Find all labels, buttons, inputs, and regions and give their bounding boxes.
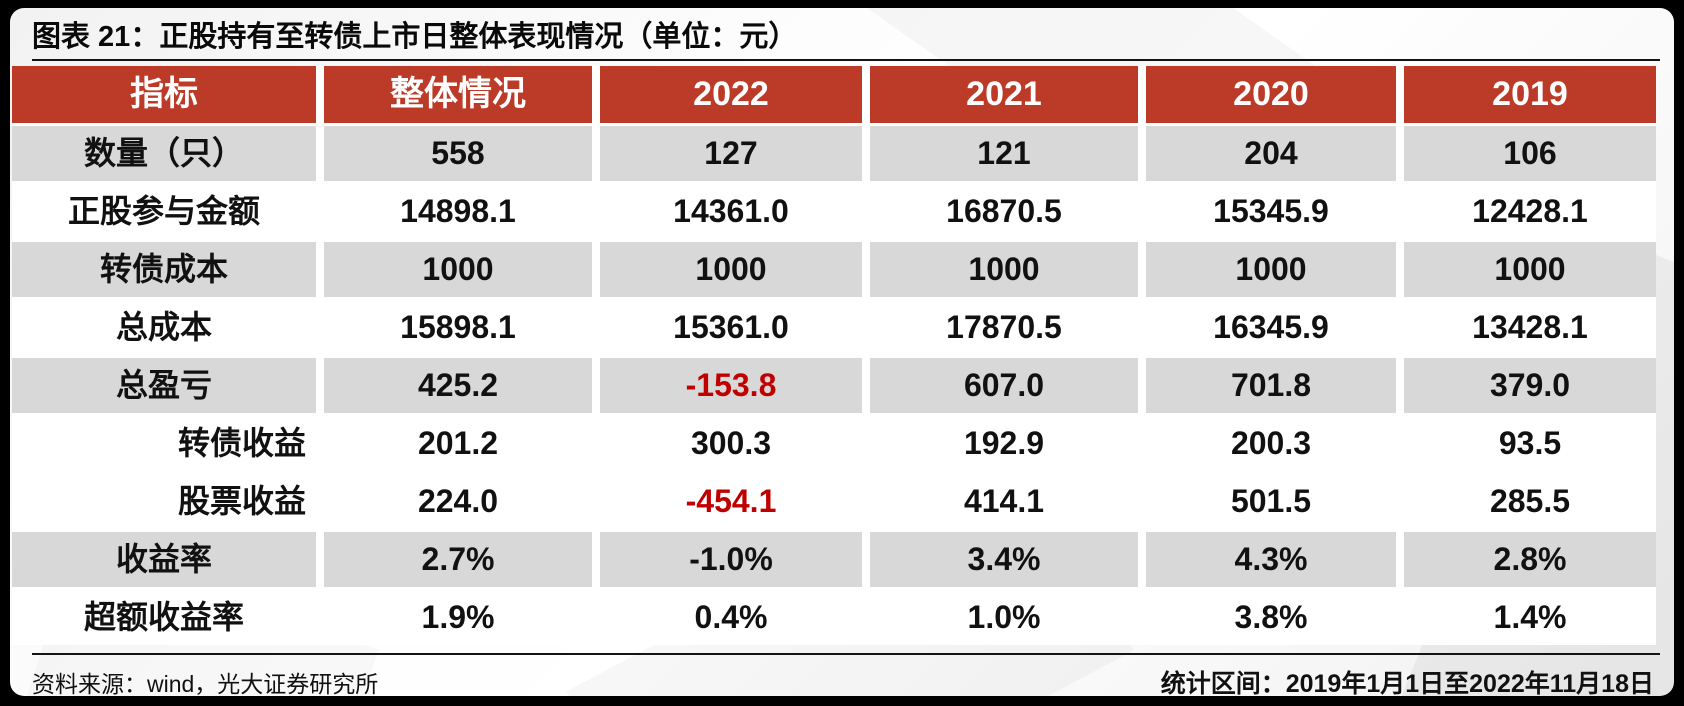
cell-return-rate-2020: 4.3% <box>1146 532 1396 587</box>
cell-return-rate-overall: 2.7% <box>324 532 592 587</box>
table-row-stock-participation: 正股参与金额 14898.1 14361.0 16870.5 15345.9 1… <box>12 184 1656 239</box>
col-header-indicator: 指标 <box>12 66 316 123</box>
cell-return-rate-2019: 2.8% <box>1404 532 1656 587</box>
table-row-stock-return: 股票收益 224.0 -454.1 414.1 501.5 285.5 <box>12 474 1656 529</box>
cell-excess-return-rate-2021: 1.0% <box>967 599 1041 635</box>
cell-cb-cost-2021: 1000 <box>870 242 1138 297</box>
period-note: 统计区间：2019年1月1日至2022年11月18日 <box>1160 670 1654 696</box>
cell-stock-participation-2019: 12428.1 <box>1472 193 1588 229</box>
table-header-row: 指标 整体情况 2022 2021 2020 2019 <box>12 66 1656 123</box>
cell-quantity-2019: 106 <box>1404 126 1656 181</box>
figure-content: 图表 21：正股持有至转债上市日整体表现情况（单位：元） 指标 整体情况 202… <box>10 8 1674 696</box>
footer: 资料来源：wind，光大证券研究所 统计区间：2019年1月1日至2022年11… <box>10 655 1674 696</box>
row-label-cb-cost: 转债成本 <box>12 242 316 297</box>
footer-divider <box>32 653 1660 655</box>
cell-excess-return-rate-2022: 0.4% <box>694 599 768 635</box>
cell-total-pnl-overall: 425.2 <box>324 358 592 413</box>
cell-quantity-2020: 204 <box>1146 126 1396 181</box>
cell-stock-participation-overall: 14898.1 <box>400 193 516 229</box>
cell-cb-return-overall: 201.2 <box>417 425 499 461</box>
cell-total-pnl-2021: 607.0 <box>870 358 1138 413</box>
cell-cb-cost-2019: 1000 <box>1404 242 1656 297</box>
figure-title: 图表 21：正股持有至转债上市日整体表现情况（单位：元） <box>32 21 798 53</box>
cell-stock-participation-2020: 15345.9 <box>1213 193 1329 229</box>
cell-total-pnl-2019: 379.0 <box>1404 358 1656 413</box>
table-row-cb-cost: 转债成本 1000 1000 1000 1000 1000 <box>12 242 1656 297</box>
col-header-2022: 2022 <box>600 66 862 123</box>
cell-stock-return-overall: 224.0 <box>417 483 499 519</box>
table-row-return-rate: 收益率 2.7% -1.0% 3.4% 4.3% 2.8% <box>12 532 1656 587</box>
cell-total-cost-2022: 15361.0 <box>673 309 789 345</box>
cell-cb-cost-overall: 1000 <box>324 242 592 297</box>
cell-total-pnl-2020: 701.8 <box>1146 358 1396 413</box>
cell-cb-return-2021: 192.9 <box>963 425 1045 461</box>
cell-stock-return-2020: 501.5 <box>1230 483 1312 519</box>
row-label-return-rate: 收益率 <box>12 532 316 587</box>
col-header-overall: 整体情况 <box>324 66 592 123</box>
col-header-2020: 2020 <box>1146 66 1396 123</box>
figure-canvas: 图表 21：正股持有至转债上市日整体表现情况（单位：元） 指标 整体情况 202… <box>10 8 1674 696</box>
source-note: 资料来源：wind，光大证券研究所 <box>32 671 379 696</box>
row-label-total-pnl: 总盈亏 <box>12 358 316 413</box>
cell-cb-return-2019: 93.5 <box>1498 425 1562 461</box>
row-label-cb-return: 转债收益 <box>177 425 306 461</box>
row-label-stock-participation: 正股参与金额 <box>67 193 260 229</box>
table-row-total-pnl: 总盈亏 425.2 -153.8 607.0 701.8 379.0 <box>12 358 1656 413</box>
table-row-excess-return-rate: 超额收益率 1.9% 0.4% 1.0% 3.8% 1.4% <box>12 590 1656 645</box>
cell-stock-return-2019: 285.5 <box>1489 483 1571 519</box>
cell-stock-return-2021: 414.1 <box>963 483 1045 519</box>
row-label-total-cost: 总成本 <box>115 309 212 345</box>
cell-quantity-2022: 127 <box>600 126 862 181</box>
cell-total-pnl-2022: -153.8 <box>600 358 862 413</box>
row-label-quantity: 数量（只） <box>12 126 316 181</box>
cell-cb-cost-2020: 1000 <box>1146 242 1396 297</box>
cell-return-rate-2022: -1.0% <box>600 532 862 587</box>
table-row-total-cost: 总成本 15898.1 15361.0 17870.5 16345.9 1342… <box>12 300 1656 355</box>
cell-stock-return-2022: -454.1 <box>685 483 777 519</box>
cell-total-cost-overall: 15898.1 <box>400 309 516 345</box>
cell-total-cost-2021: 17870.5 <box>946 309 1062 345</box>
table-row-cb-return: 转债收益 201.2 300.3 192.9 200.3 93.5 <box>12 416 1656 471</box>
cell-excess-return-rate-overall: 1.9% <box>421 599 495 635</box>
cell-return-rate-2021: 3.4% <box>870 532 1138 587</box>
col-header-2021: 2021 <box>870 66 1138 123</box>
row-label-excess-return-rate: 超额收益率 <box>83 599 244 635</box>
cell-cb-cost-2022: 1000 <box>600 242 862 297</box>
cell-stock-participation-2021: 16870.5 <box>946 193 1062 229</box>
cell-quantity-overall: 558 <box>324 126 592 181</box>
row-label-stock-return: 股票收益 <box>177 483 306 519</box>
cell-total-cost-2020: 16345.9 <box>1213 309 1329 345</box>
cell-cb-return-2020: 200.3 <box>1230 425 1312 461</box>
cell-excess-return-rate-2019: 1.4% <box>1493 599 1567 635</box>
data-table: 指标 整体情况 2022 2021 2020 2019 数量（只） 558 12… <box>12 66 1656 645</box>
cell-cb-return-2022: 300.3 <box>690 425 772 461</box>
cell-total-cost-2019: 13428.1 <box>1472 309 1588 345</box>
cell-stock-participation-2022: 14361.0 <box>673 193 789 229</box>
title-divider <box>32 59 1660 61</box>
cell-excess-return-rate-2020: 3.8% <box>1234 599 1308 635</box>
col-header-2019: 2019 <box>1404 66 1656 123</box>
table-row-quantity: 数量（只） 558 127 121 204 106 <box>12 126 1656 181</box>
cell-quantity-2021: 121 <box>870 126 1138 181</box>
